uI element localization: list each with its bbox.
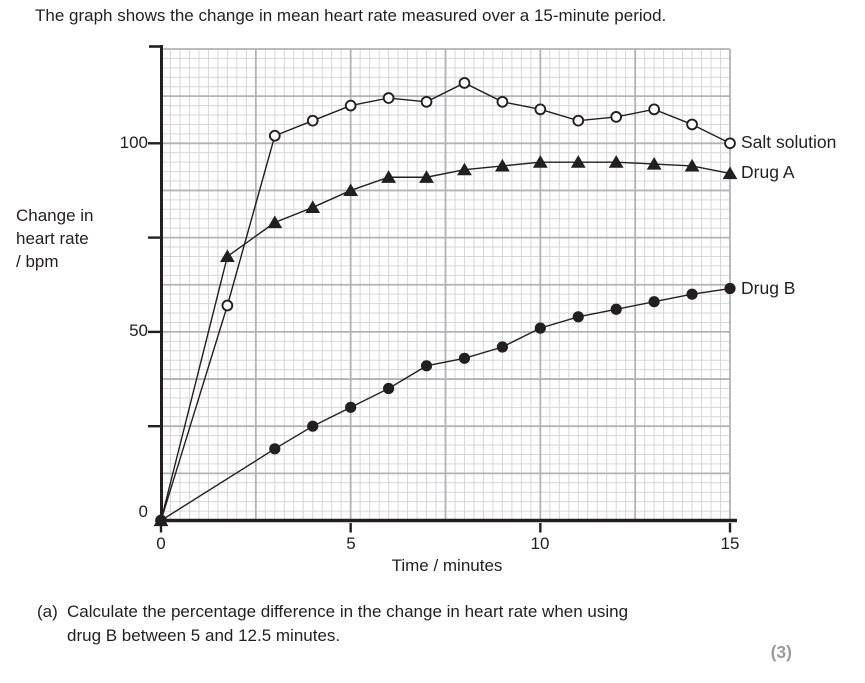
open-circle-marker bbox=[648, 103, 660, 116]
filled-circle-marker bbox=[458, 352, 471, 364]
graph-description: The graph shows the change in mean heart… bbox=[35, 6, 667, 25]
open-circle-marker bbox=[496, 95, 509, 108]
y-axis-label: Change in heart rate / bpm bbox=[16, 204, 94, 273]
series-markers-drug-a bbox=[153, 155, 738, 527]
filled-triangle-marker bbox=[722, 166, 738, 180]
y-axis-label-line-1: Change in bbox=[16, 206, 94, 225]
question-part-label: (a) bbox=[37, 602, 58, 621]
filled-circle-marker bbox=[269, 443, 281, 455]
marks-badge: (3) bbox=[770, 642, 792, 662]
filled-triangle-marker bbox=[343, 183, 359, 197]
y-tick-label-0: 0 bbox=[138, 502, 148, 521]
filled-circle-marker bbox=[345, 401, 357, 413]
filled-triangle-marker bbox=[646, 157, 662, 170]
axes bbox=[148, 45, 737, 533]
filled-circle-marker bbox=[496, 341, 508, 353]
filled-triangle-marker bbox=[570, 155, 586, 168]
filled-triangle-marker bbox=[608, 155, 624, 168]
open-circle-marker bbox=[268, 129, 281, 142]
filled-circle-marker bbox=[307, 420, 319, 432]
x-tick-label-0: 0 bbox=[156, 534, 166, 553]
open-circle-marker bbox=[344, 99, 357, 112]
open-circle-marker bbox=[534, 103, 547, 116]
open-circle-marker bbox=[382, 92, 395, 104]
filled-triangle-marker bbox=[267, 215, 283, 229]
filled-triangle-marker bbox=[381, 170, 396, 183]
open-circle-marker bbox=[686, 118, 698, 131]
open-circle-marker bbox=[458, 77, 471, 89]
open-circle-marker bbox=[221, 299, 234, 312]
filled-triangle-marker bbox=[532, 155, 548, 168]
y-axis-label-line-3: / bpm bbox=[16, 252, 59, 271]
series-markers-drug-b bbox=[155, 282, 736, 527]
filled-triangle-marker bbox=[305, 200, 321, 214]
filled-circle-marker bbox=[724, 282, 736, 295]
x-axis-label: Time / minutes bbox=[391, 556, 503, 575]
open-circle-marker bbox=[724, 137, 736, 150]
y-tick-label-100: 100 bbox=[119, 133, 148, 152]
x-tick-label-15: 15 bbox=[720, 534, 740, 553]
series-line-drug-b bbox=[160, 287, 731, 522]
question-text-line-2: drug B between 5 and 12.5 minutes. bbox=[67, 626, 341, 645]
open-circle-marker bbox=[306, 114, 319, 127]
filled-triangle-marker bbox=[684, 158, 700, 172]
legend-label-drug-b: Drug B bbox=[741, 277, 796, 298]
legend-label-salt-solution: Salt solution bbox=[741, 132, 837, 153]
question-text-line-1: Calculate the percentage difference in t… bbox=[67, 602, 629, 621]
filled-triangle-marker bbox=[495, 158, 510, 172]
filled-circle-marker bbox=[572, 311, 584, 323]
legend-label-drug-a: Drug A bbox=[741, 162, 795, 183]
filled-triangle-marker bbox=[219, 249, 235, 263]
filled-triangle-marker bbox=[419, 170, 434, 183]
open-circle-marker bbox=[572, 114, 585, 127]
filled-circle-marker bbox=[155, 514, 167, 527]
filled-circle-marker bbox=[648, 296, 660, 308]
y-tick-label-50: 50 bbox=[129, 321, 148, 340]
x-tick-label-10: 10 bbox=[530, 534, 550, 553]
x-tick-label-5: 5 bbox=[346, 534, 356, 553]
open-circle-marker bbox=[610, 111, 623, 123]
filled-circle-marker bbox=[534, 322, 546, 334]
filled-triangle-marker bbox=[457, 162, 472, 176]
open-circle-marker bbox=[420, 95, 433, 108]
y-axis-label-line-2: heart rate bbox=[16, 229, 89, 248]
filled-circle-marker bbox=[610, 303, 622, 315]
series-markers-salt-solution bbox=[155, 77, 736, 527]
filled-circle-marker bbox=[383, 382, 395, 395]
filled-circle-marker bbox=[686, 288, 698, 300]
filled-circle-marker bbox=[420, 360, 433, 372]
